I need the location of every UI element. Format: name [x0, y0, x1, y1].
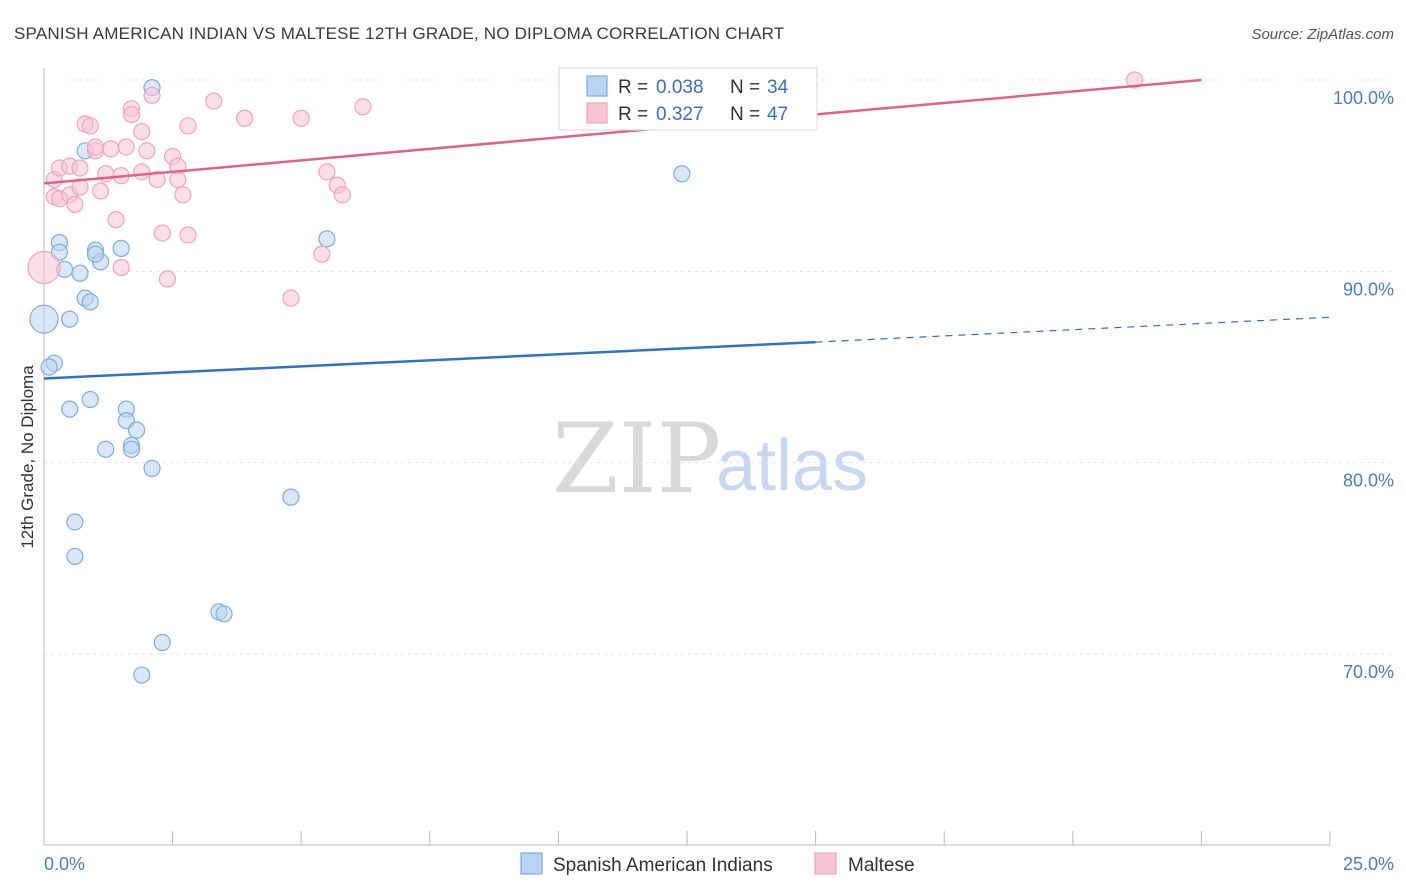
point-1-34: [179, 117, 197, 135]
legend-n-label-spanish: N =: [730, 77, 760, 98]
point-0-16: [127, 421, 146, 439]
point-0-29: [673, 165, 691, 183]
point-0-4: [61, 310, 79, 328]
x-tick-label-min: 0.0%: [44, 854, 85, 874]
point-0-0: [29, 304, 59, 334]
point-0-24: [215, 605, 233, 623]
legend-r-label-maltese: R =: [618, 104, 648, 125]
y-tick-label-2: 80.0%: [1343, 471, 1394, 491]
legend-bottom-label-maltese: Maltese: [848, 855, 915, 876]
point-1-37: [236, 109, 254, 127]
point-1-17: [107, 211, 125, 229]
point-0-26: [133, 666, 151, 684]
point-1-35: [179, 226, 197, 244]
legend-n-value-maltese: 47: [767, 104, 788, 125]
legend-bottom: Spanish American Indians Maltese: [520, 852, 915, 876]
legend-r-label-spanish: R =: [618, 77, 648, 98]
point-0-12: [61, 400, 79, 418]
point-1-44: [354, 98, 372, 116]
y-tick-label-1: 90.0%: [1343, 279, 1394, 299]
legend-n-value-spanish: 34: [767, 77, 789, 98]
trend-line-1: [43, 78, 1202, 185]
point-1-46: [1125, 71, 1144, 89]
point-1-41: [318, 163, 336, 181]
point-0-27: [282, 488, 300, 506]
point-1-20: [117, 138, 135, 156]
point-0-20: [143, 459, 161, 478]
y-axis-label: 12th Grade, No Diploma: [18, 365, 37, 549]
point-0-19: [122, 440, 141, 458]
point-0-13: [112, 239, 130, 257]
watermark: ZIP atlas: [552, 403, 868, 515]
point-1-19: [112, 258, 130, 277]
point-0-11: [81, 390, 99, 409]
trend-lines: [43, 78, 1331, 380]
y-tick-labels: 100.0% 90.0% 80.0% 70.0%: [1333, 88, 1394, 682]
chart-source: Source: ZipAtlas.com: [1251, 26, 1394, 43]
legend-r-value-maltese: 0.327: [656, 104, 704, 125]
point-0-18: [97, 440, 115, 458]
legend-swatch-maltese: [586, 102, 608, 124]
point-1-29: [158, 270, 177, 288]
point-1-26: [143, 86, 161, 104]
point-1-14: [91, 182, 110, 200]
point-1-27: [148, 170, 166, 189]
legend-bottom-swatch-spanish: [520, 852, 543, 875]
point-0-31: [40, 358, 58, 376]
point-1-24: [133, 123, 151, 141]
legend-r-value-spanish: 0.038: [656, 77, 704, 98]
point-0-25: [153, 633, 171, 652]
point-1-25: [138, 142, 156, 160]
point-1-33: [174, 186, 192, 204]
trend-line-dashed-0: [815, 316, 1331, 343]
point-1-22: [122, 105, 141, 124]
point-0-7: [81, 293, 99, 311]
point-0-28: [318, 230, 336, 248]
point-1-11: [81, 117, 99, 135]
point-1-23: [133, 163, 151, 181]
trend-line-0: [43, 340, 816, 380]
watermark-atlas: atlas: [716, 426, 868, 506]
series-maltese: [27, 71, 1144, 307]
y-tick-label-0: 100.0%: [1333, 88, 1394, 108]
axes: [43, 68, 1331, 846]
point-1-8: [71, 159, 89, 177]
point-1-40: [313, 245, 331, 263]
legend-swatch-spanish: [586, 75, 608, 97]
legend-bottom-swatch-maltese: [814, 852, 837, 875]
x-tick-label-max: 25.0%: [1343, 854, 1394, 874]
series-spanish-american-indians: [29, 79, 691, 684]
legend-n-label-maltese: N =: [730, 104, 760, 125]
point-1-7: [66, 195, 84, 213]
point-1-43: [333, 186, 351, 204]
watermark-zip: ZIP: [552, 403, 721, 515]
series-points: [27, 71, 1144, 684]
point-1-36: [205, 92, 223, 110]
point-1-38: [282, 289, 300, 307]
legend-bottom-label-spanish: Spanish American Indians: [553, 855, 773, 876]
point-1-13: [86, 138, 105, 156]
point-0-32: [86, 245, 105, 263]
point-1-32: [169, 170, 187, 189]
chart-title: SPANISH AMERICAN INDIAN VS MALTESE 12TH …: [14, 24, 784, 43]
y-tick-label-3: 70.0%: [1343, 662, 1394, 682]
point-0-5: [71, 264, 89, 282]
point-1-39: [292, 109, 310, 127]
legend-top: R = 0.038 N = 34 R = 0.327 N = 47: [558, 67, 818, 131]
point-1-28: [153, 224, 171, 242]
point-1-0: [27, 250, 61, 285]
point-1-16: [102, 140, 120, 158]
point-0-22: [66, 547, 84, 566]
point-0-21: [66, 513, 84, 531]
